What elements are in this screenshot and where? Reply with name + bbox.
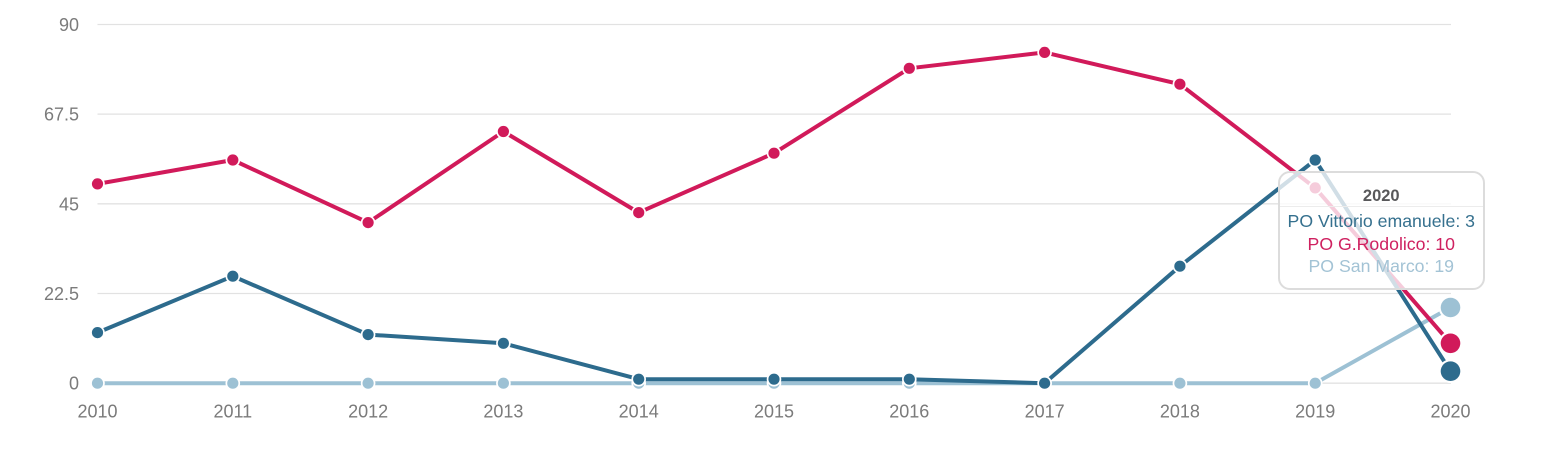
svg-text:2020: 2020 (1430, 402, 1470, 422)
svg-text:2010: 2010 (77, 402, 117, 422)
svg-text:2018: 2018 (1160, 402, 1200, 422)
svg-text:45: 45 (59, 194, 79, 214)
svg-text:2015: 2015 (754, 402, 794, 422)
svg-text:2016: 2016 (889, 402, 929, 422)
svg-text:67.5: 67.5 (44, 105, 79, 125)
svg-text:2014: 2014 (619, 402, 659, 422)
svg-text:2017: 2017 (1025, 402, 1065, 422)
svg-text:22.5: 22.5 (44, 284, 79, 304)
svg-text:2011: 2011 (213, 402, 252, 422)
svg-text:2012: 2012 (348, 402, 388, 422)
svg-text:2019: 2019 (1295, 402, 1335, 422)
svg-text:0: 0 (69, 374, 79, 394)
svg-text:90: 90 (59, 15, 79, 35)
svg-text:2013: 2013 (483, 402, 523, 422)
